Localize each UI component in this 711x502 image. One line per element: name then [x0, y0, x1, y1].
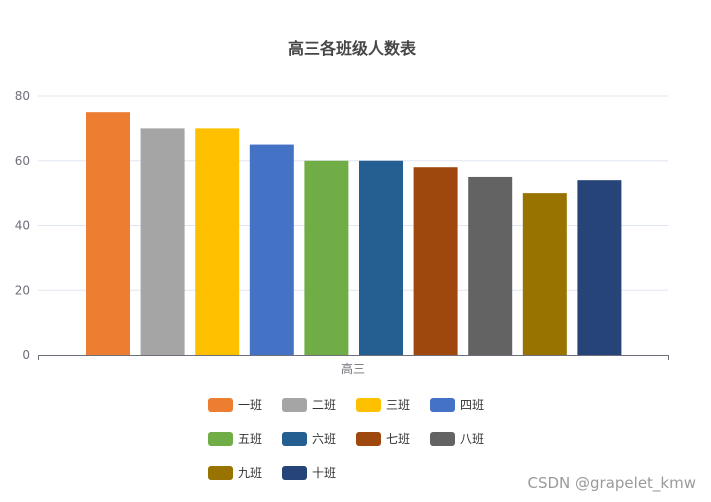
y-axis: 0 20 40 60 80	[15, 89, 30, 362]
bar-5[interactable]	[304, 160, 349, 355]
bar-4[interactable]	[249, 144, 294, 355]
legend-label: 一班	[238, 398, 262, 412]
legend-swatch	[430, 432, 455, 446]
legend-item-4[interactable]: 四班	[430, 398, 484, 412]
legend-label: 四班	[460, 398, 484, 412]
bar-10[interactable]	[577, 180, 622, 355]
bar-3[interactable]	[195, 128, 240, 355]
y-tick-label: 0	[22, 348, 30, 362]
y-tick-label: 80	[15, 89, 30, 103]
legend-swatch	[208, 398, 233, 412]
bar-9[interactable]	[522, 193, 567, 355]
legend-label: 五班	[238, 432, 262, 446]
x-axis: 高三	[38, 355, 669, 376]
legend-item-5[interactable]: 五班	[208, 432, 262, 446]
bars	[86, 112, 622, 355]
bar-6[interactable]	[359, 160, 403, 355]
gridlines	[38, 95, 668, 291]
legend-swatch	[282, 398, 307, 412]
legend-swatch	[356, 398, 381, 412]
legend-label: 二班	[312, 398, 336, 412]
legend-item-10[interactable]: 十班	[282, 466, 336, 480]
legend-label: 九班	[238, 466, 262, 480]
bar-1[interactable]	[86, 112, 130, 355]
y-tick-label: 20	[15, 283, 30, 297]
x-tick-label: 高三	[341, 361, 365, 376]
legend-swatch	[430, 398, 455, 412]
legend-item-9[interactable]: 九班	[208, 466, 262, 480]
chart-title: 高三各班级人数表	[288, 39, 417, 58]
legend-swatch	[208, 432, 233, 446]
legend-item-7[interactable]: 七班	[356, 432, 410, 446]
legend-label: 三班	[386, 398, 410, 412]
bar-8[interactable]	[468, 176, 513, 355]
legend-item-8[interactable]: 八班	[430, 432, 484, 446]
legend-item-1[interactable]: 一班	[208, 398, 262, 412]
legend-item-3[interactable]: 三班	[356, 398, 410, 412]
legend-label: 十班	[312, 466, 336, 480]
legend-swatch	[208, 466, 233, 480]
y-tick-label: 40	[15, 219, 30, 233]
legend-swatch	[282, 432, 307, 446]
legend-item-2[interactable]: 二班	[282, 398, 336, 412]
bar-2[interactable]	[140, 128, 185, 355]
legend-swatch	[356, 432, 381, 446]
legend-label: 六班	[312, 432, 336, 446]
legend-item-6[interactable]: 六班	[282, 432, 336, 446]
legend-label: 八班	[460, 432, 484, 446]
legend-swatch	[282, 466, 307, 480]
y-tick-label: 60	[15, 154, 30, 168]
bar-7[interactable]	[413, 167, 458, 355]
watermark: CSDN @grapelet_kmw	[527, 474, 696, 492]
legend-label: 七班	[386, 432, 410, 446]
